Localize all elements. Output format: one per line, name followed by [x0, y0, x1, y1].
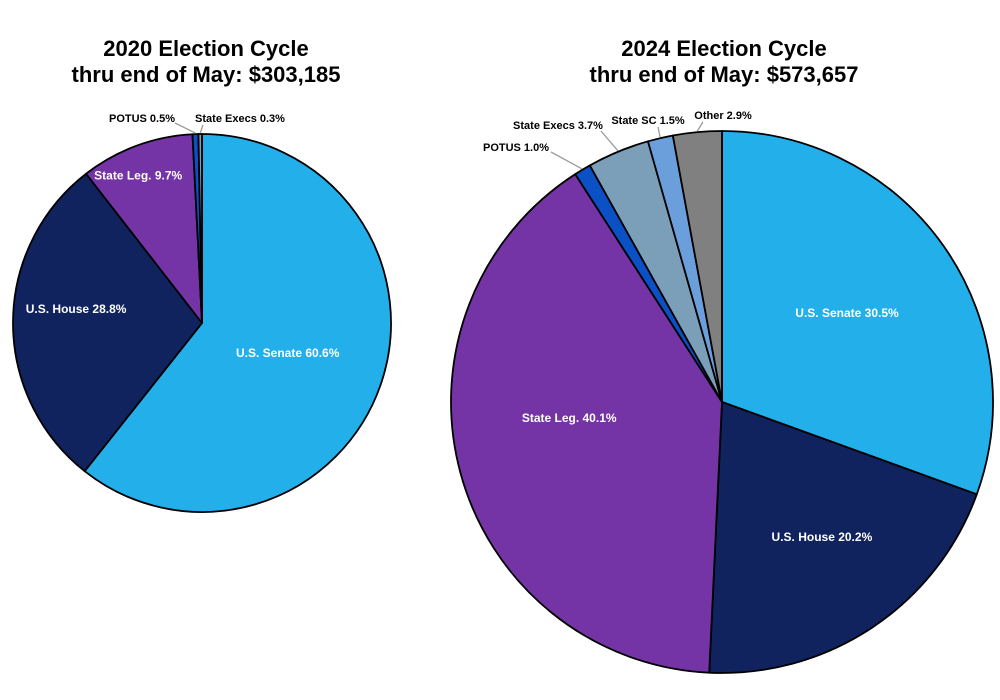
slice-label-2024-election-cycle-state-execs: State Execs 3.7%: [513, 120, 603, 132]
pie-slice-2024-election-cycle-u-s-house: [708, 401, 978, 674]
leader-line-2020-election-cycle-potus: [174, 122, 196, 134]
chart-title-2020: 2020 Election Cycle thru end of May: $30…: [0, 36, 412, 88]
leader-line-2020-election-cycle-state-execs: [199, 124, 204, 134]
slice-label-2024-election-cycle-other: Other 2.9%: [694, 110, 752, 122]
chart-title-2024-line2: thru end of May: $573,657: [589, 62, 859, 87]
slice-label-2020-election-cycle-state-leg: State Leg. 9.7%: [94, 169, 182, 183]
chart-title-2020-line1: 2020 Election Cycle: [103, 36, 309, 61]
chart-title-2024-line1: 2024 Election Cycle: [621, 36, 827, 61]
leader-line-2024-election-cycle-state-execs: [600, 130, 619, 152]
slice-label-2020-election-cycle-state-execs: State Execs 0.3%: [195, 113, 285, 125]
chart-title-2020-line2: thru end of May: $303,185: [71, 62, 341, 87]
slice-label-2024-election-cycle-state-leg: State Leg. 40.1%: [522, 411, 617, 425]
pie-slice-2024-election-cycle-u-s-senate: [721, 130, 994, 496]
slice-label-2024-election-cycle-potus: POTUS 1.0%: [483, 142, 549, 154]
leader-line-2024-election-cycle-other: [696, 121, 704, 132]
slice-label-2020-election-cycle-potus: POTUS 0.5%: [109, 113, 175, 125]
pie-slice-2024-election-cycle-state-leg: [450, 173, 723, 674]
chart-title-2024: 2024 Election Cycle thru end of May: $57…: [450, 36, 998, 88]
leader-line-2024-election-cycle-potus: [550, 151, 583, 170]
pie-slice-2020-election-cycle-state-execs: [197, 133, 203, 324]
pie-2024-election-cycle-labels: U.S. Senate 30.5% U.S. House 20.2% State L…: [483, 110, 899, 544]
slice-label-2020-election-cycle-u-s-senate: U.S. Senate 60.6%: [236, 346, 340, 360]
pie-2020-election-cycle: [12, 133, 392, 513]
slice-label-2020-election-cycle-u-s-house: U.S. House 28.8%: [26, 302, 127, 316]
pie-slice-2024-election-cycle-other: [671, 130, 723, 403]
pie-slice-2020-election-cycle-state-leg: [85, 133, 203, 324]
leader-line-2024-election-cycle-state-sc: [657, 126, 661, 138]
slice-label-2024-election-cycle-state-sc: State SC 1.5%: [611, 115, 685, 127]
pie-2024-election-cycle: [450, 130, 994, 674]
slice-label-2024-election-cycle-u-s-senate: U.S. Senate 30.5%: [795, 306, 899, 320]
pie-slice-2020-election-cycle-u-s-house: [12, 172, 203, 473]
slice-label-2024-election-cycle-u-s-house: U.S. House 20.2%: [772, 530, 873, 544]
pie-2020-election-cycle-labels: U.S. Senate 60.6% U.S. House 28.8% State L…: [26, 113, 340, 360]
pie-slice-2020-election-cycle-u-s-senate: [83, 133, 392, 513]
